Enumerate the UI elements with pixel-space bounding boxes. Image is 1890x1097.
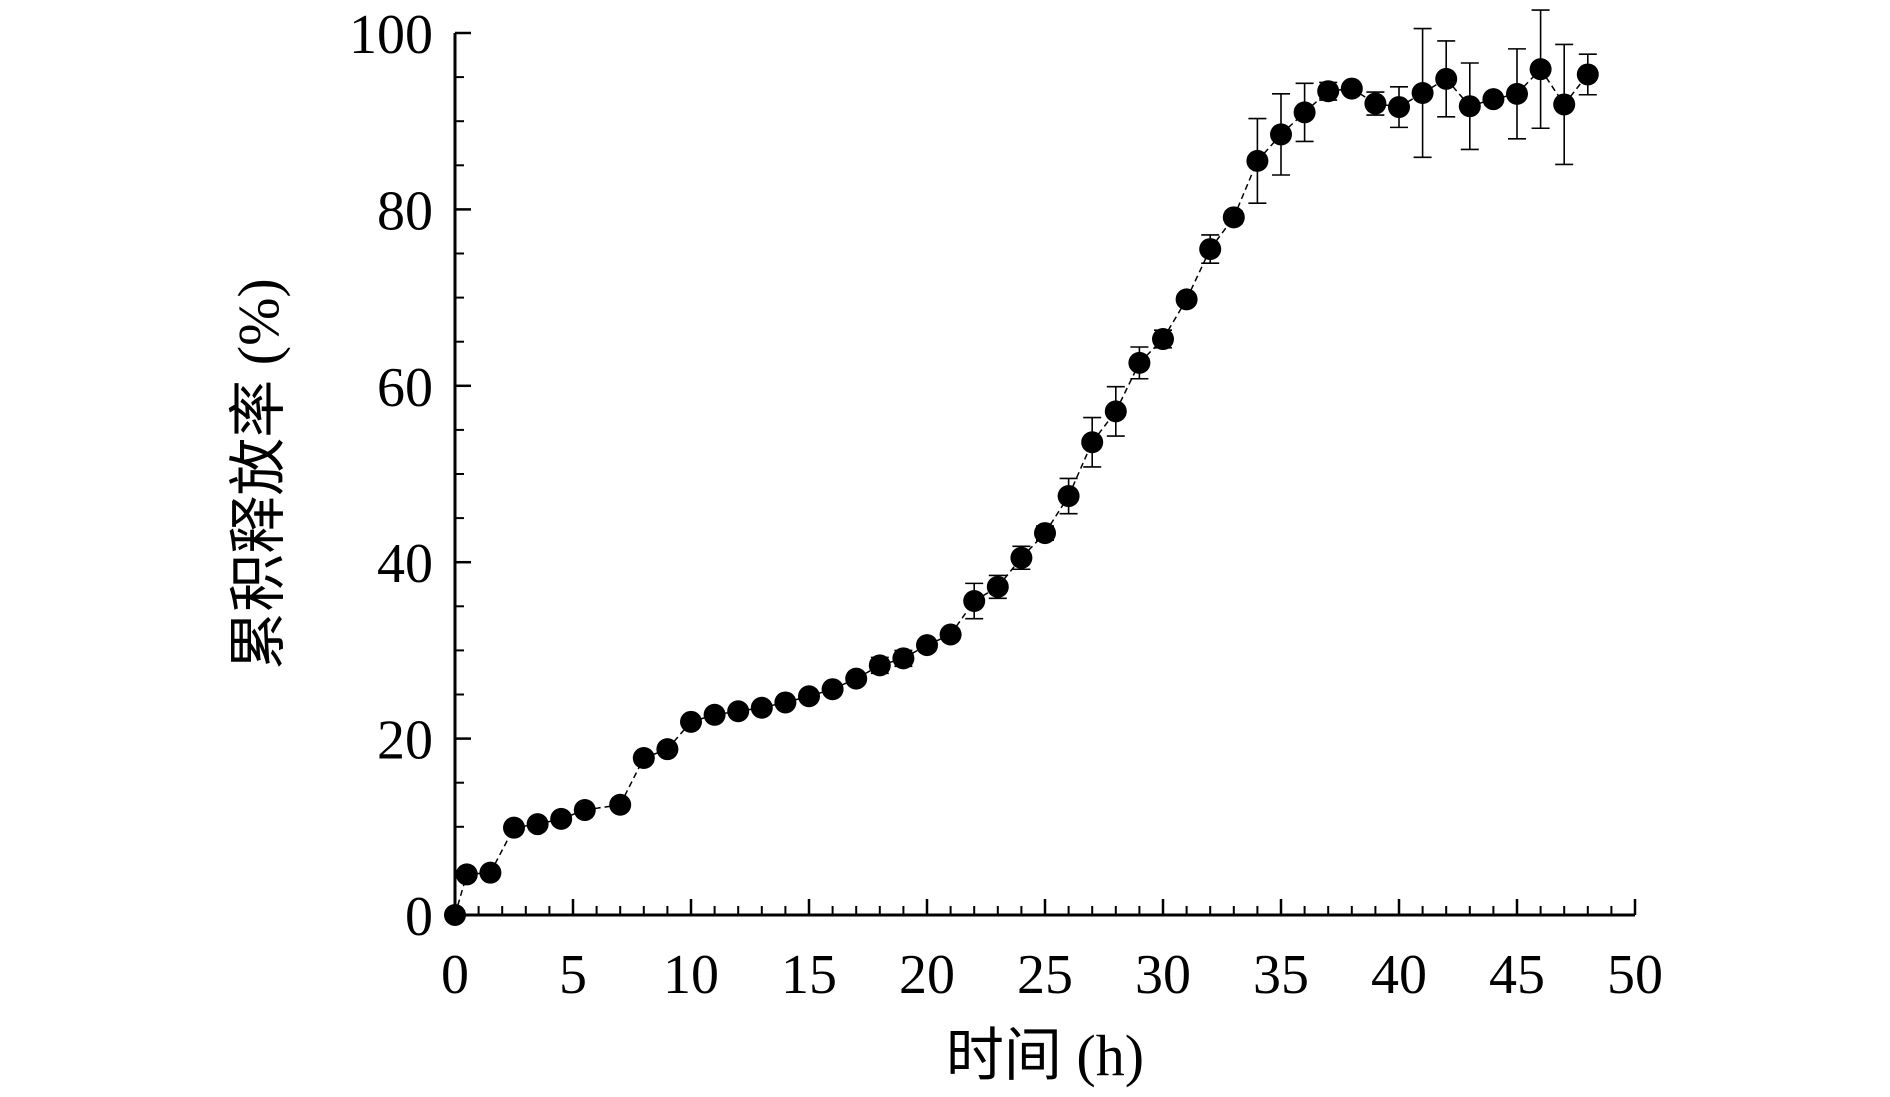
x-axis-title: 时间 (h) xyxy=(946,1023,1144,1088)
data-point xyxy=(939,623,962,646)
tick-layer: 0 5 10 15 20 25 30 35 40 45 50 0 20 40 60 80 100 xyxy=(349,4,1663,1006)
data-point xyxy=(503,816,525,839)
data-point xyxy=(1364,92,1387,115)
data-point xyxy=(821,678,844,701)
x-tick-label: 35 xyxy=(1253,944,1309,1006)
error-bar-layer xyxy=(870,9,1597,675)
connecting-line-layer xyxy=(454,68,1589,916)
x-tick-label: 40 xyxy=(1371,944,1427,1006)
data-point xyxy=(1104,400,1127,423)
data-point xyxy=(798,685,820,708)
data-point xyxy=(1576,63,1599,86)
data-point xyxy=(892,647,915,670)
data-point xyxy=(1010,546,1033,569)
y-tick-label: 20 xyxy=(377,710,433,772)
data-point xyxy=(680,710,702,733)
data-point xyxy=(1529,58,1552,81)
data-point xyxy=(1081,431,1104,454)
x-tick-label: 0 xyxy=(441,944,469,1006)
connecting-segment xyxy=(1044,495,1070,534)
data-point-layer xyxy=(444,58,1599,926)
data-point xyxy=(1152,328,1174,351)
data-point xyxy=(750,696,773,719)
y-axis-title: 累积释放率 (%) xyxy=(226,278,291,669)
data-point xyxy=(656,738,679,761)
data-point xyxy=(609,793,632,816)
data-point xyxy=(1482,88,1505,111)
data-point xyxy=(1246,149,1269,172)
x-tick-label: 20 xyxy=(899,944,955,1006)
data-point xyxy=(774,691,797,714)
y-tick-label: 100 xyxy=(349,4,433,66)
x-tick-label: 30 xyxy=(1135,944,1191,1006)
data-point xyxy=(550,807,573,830)
data-point xyxy=(1057,485,1080,508)
data-point xyxy=(1317,80,1340,103)
data-point xyxy=(1199,238,1222,261)
data-point xyxy=(1293,101,1316,124)
data-point xyxy=(1034,522,1056,545)
data-point xyxy=(963,590,986,613)
y-tick-label: 80 xyxy=(377,180,433,242)
data-point xyxy=(455,863,478,886)
data-point xyxy=(1435,67,1458,90)
data-point xyxy=(526,813,549,836)
data-point xyxy=(632,747,655,770)
data-point xyxy=(479,861,502,884)
data-point xyxy=(1128,351,1151,374)
x-tick-label: 45 xyxy=(1489,944,1545,1006)
data-point xyxy=(1553,93,1576,116)
data-point xyxy=(573,799,596,822)
data-point xyxy=(727,700,750,723)
data-point xyxy=(1458,95,1481,118)
x-tick-label: 50 xyxy=(1607,944,1663,1006)
data-point xyxy=(1506,82,1528,105)
connecting-segment xyxy=(1162,298,1188,340)
data-point xyxy=(1222,206,1245,229)
y-tick-label: 0 xyxy=(405,886,433,948)
data-point xyxy=(1270,123,1292,146)
x-tick-label: 5 xyxy=(559,944,587,1006)
data-point xyxy=(868,654,891,677)
data-point xyxy=(1411,81,1434,104)
y-tick-label: 60 xyxy=(377,357,433,419)
data-point xyxy=(845,667,868,690)
x-tick-label: 15 xyxy=(781,944,837,1006)
data-point xyxy=(1388,96,1410,119)
data-point xyxy=(703,703,726,726)
data-point xyxy=(1340,77,1363,100)
data-point xyxy=(986,575,1009,598)
y-tick-label: 40 xyxy=(377,533,433,595)
x-tick-label: 25 xyxy=(1017,944,1073,1006)
data-point xyxy=(1175,288,1198,311)
x-tick-label: 10 xyxy=(663,944,719,1006)
data-point xyxy=(916,634,938,657)
